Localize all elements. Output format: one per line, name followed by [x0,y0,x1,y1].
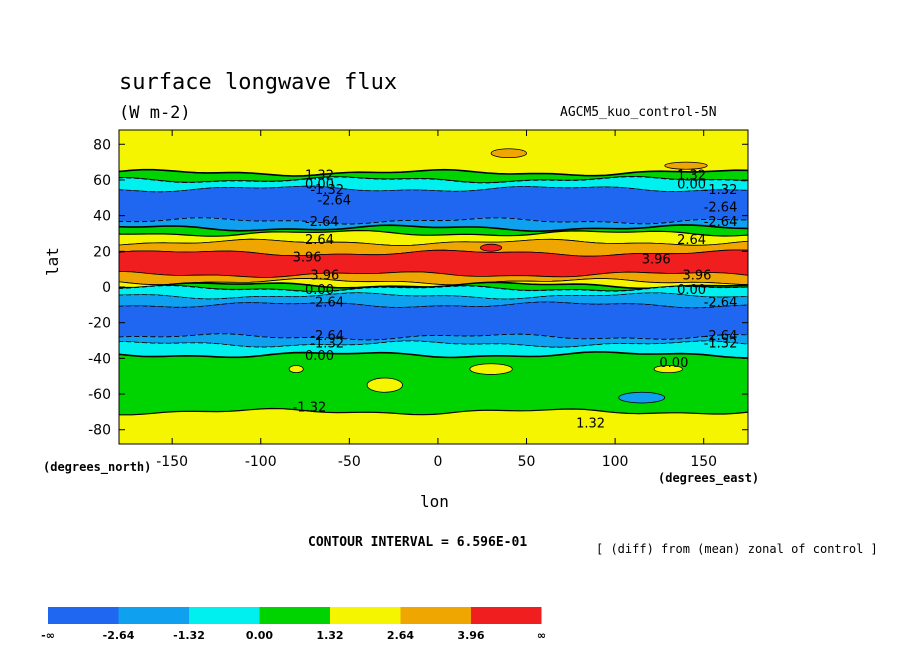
y-tick-label: 20 [93,244,111,260]
colorbar-label: 0.00 [246,629,273,642]
contour-patch [366,377,403,393]
contour-label: -1.32 [704,183,738,198]
contour-label: -1.32 [704,336,738,351]
contour-band [119,176,748,193]
x-tick-label: 150 [690,454,717,470]
plot-area [119,130,748,444]
x-tick-label: 0 [433,454,442,470]
colorbar-swatch [471,607,542,624]
colorbar-swatch [400,607,471,624]
colorbar-swatch [48,607,119,624]
contour-patch [490,148,527,159]
contour-patch [469,363,513,375]
contour-band [119,301,748,341]
colorbar-swatch [330,607,401,624]
contour-label: -1.32 [293,401,327,416]
contour-label: 0.00 [677,283,706,298]
contour-label: -2.64 [310,295,344,310]
contour-label: -2.64 [317,194,351,209]
contour-label: -1.32 [310,183,344,198]
contour-band [119,408,748,444]
contour-label: 3.96 [682,269,711,284]
y-tick-label: -20 [88,316,111,332]
contour-label: 0.00 [659,356,688,371]
y-tick-label: 40 [93,209,111,225]
x-tick-label: 50 [518,454,536,470]
contour-label: 0.00 [305,283,334,298]
colorbar-swatch [259,607,330,624]
contour-label: 1.32 [305,169,334,184]
contour-interval: CONTOUR INTERVAL = 6.596E-01 [308,535,528,550]
y-tick-label: 0 [102,280,111,296]
run-name: AGCM5_kuo_control-5N [560,105,717,120]
y-tick-label: -60 [88,387,111,403]
contour-label: 0.00 [305,349,334,364]
x-axis-units: (degrees_east) [658,471,760,485]
colorbar: -∞ -2.64 -1.32 0.00 1.32 2.64 3.96 ∞ [41,607,546,642]
contour-label: -2.64 [704,295,738,310]
colorbar-label: ∞ [537,629,546,642]
contour-band [119,130,748,177]
chart-title: surface longwave flux [119,70,398,95]
colorbar-label: 2.64 [387,629,414,642]
contour-label: -2.64 [704,215,738,230]
contour-label: -2.64 [704,201,738,216]
chart-units: (W m-2) [119,103,191,123]
colorbar-label: -∞ [41,629,55,642]
contour-label: -2.64 [305,215,339,230]
contour-label: 3.96 [310,269,339,284]
contour-label: 1.32 [576,417,605,432]
colorbar-label: 1.32 [316,629,343,642]
contour-label: 3.96 [293,251,322,266]
contour-label: 0.00 [305,178,334,193]
contour-label: -1.32 [310,336,344,351]
x-tick-label: 100 [602,454,629,470]
y-tick-label: 80 [93,137,111,153]
colorbar-swatch [118,607,189,624]
description-text: [ (diff) from (mean) zonal of control ] [596,542,878,556]
colorbar-swatch [189,607,260,624]
colorbar-label: 3.96 [457,629,484,642]
colorbar-label: -2.64 [103,629,135,642]
axes: -150 -100 -50 0 50 100 150 -80 -60 -40 -20 0 20 40 60 8… [88,130,748,470]
x-axis-label: lon [420,492,449,511]
contour-label: 2.64 [305,233,334,248]
contour-label: 2.64 [677,233,706,248]
x-tick-label: -150 [156,454,188,470]
contour-label: 0.00 [677,178,706,193]
contour-patch [653,365,683,374]
contour-patch [288,365,304,374]
contour-patch [618,391,666,404]
contour-labels: 1.320.00-1.32-2.64-2.642.643.963.960.00-… [293,169,738,432]
y-tick-label: -40 [88,351,111,367]
contour-label: 1.32 [677,169,706,184]
contour-band [119,292,748,309]
contour-label: 3.96 [642,252,671,267]
y-tick-label: -80 [88,423,111,439]
contour-patch [664,161,708,170]
y-axis-units: (degrees_north) [43,460,152,474]
contour-patch [480,243,503,252]
contour-label: -2.64 [310,329,344,344]
y-tick-label: 60 [93,173,111,189]
x-tick-label: -50 [338,454,361,470]
colorbar-label: -1.32 [173,629,205,642]
x-tick-label: -100 [245,454,277,470]
contour-label: -2.64 [704,329,738,344]
